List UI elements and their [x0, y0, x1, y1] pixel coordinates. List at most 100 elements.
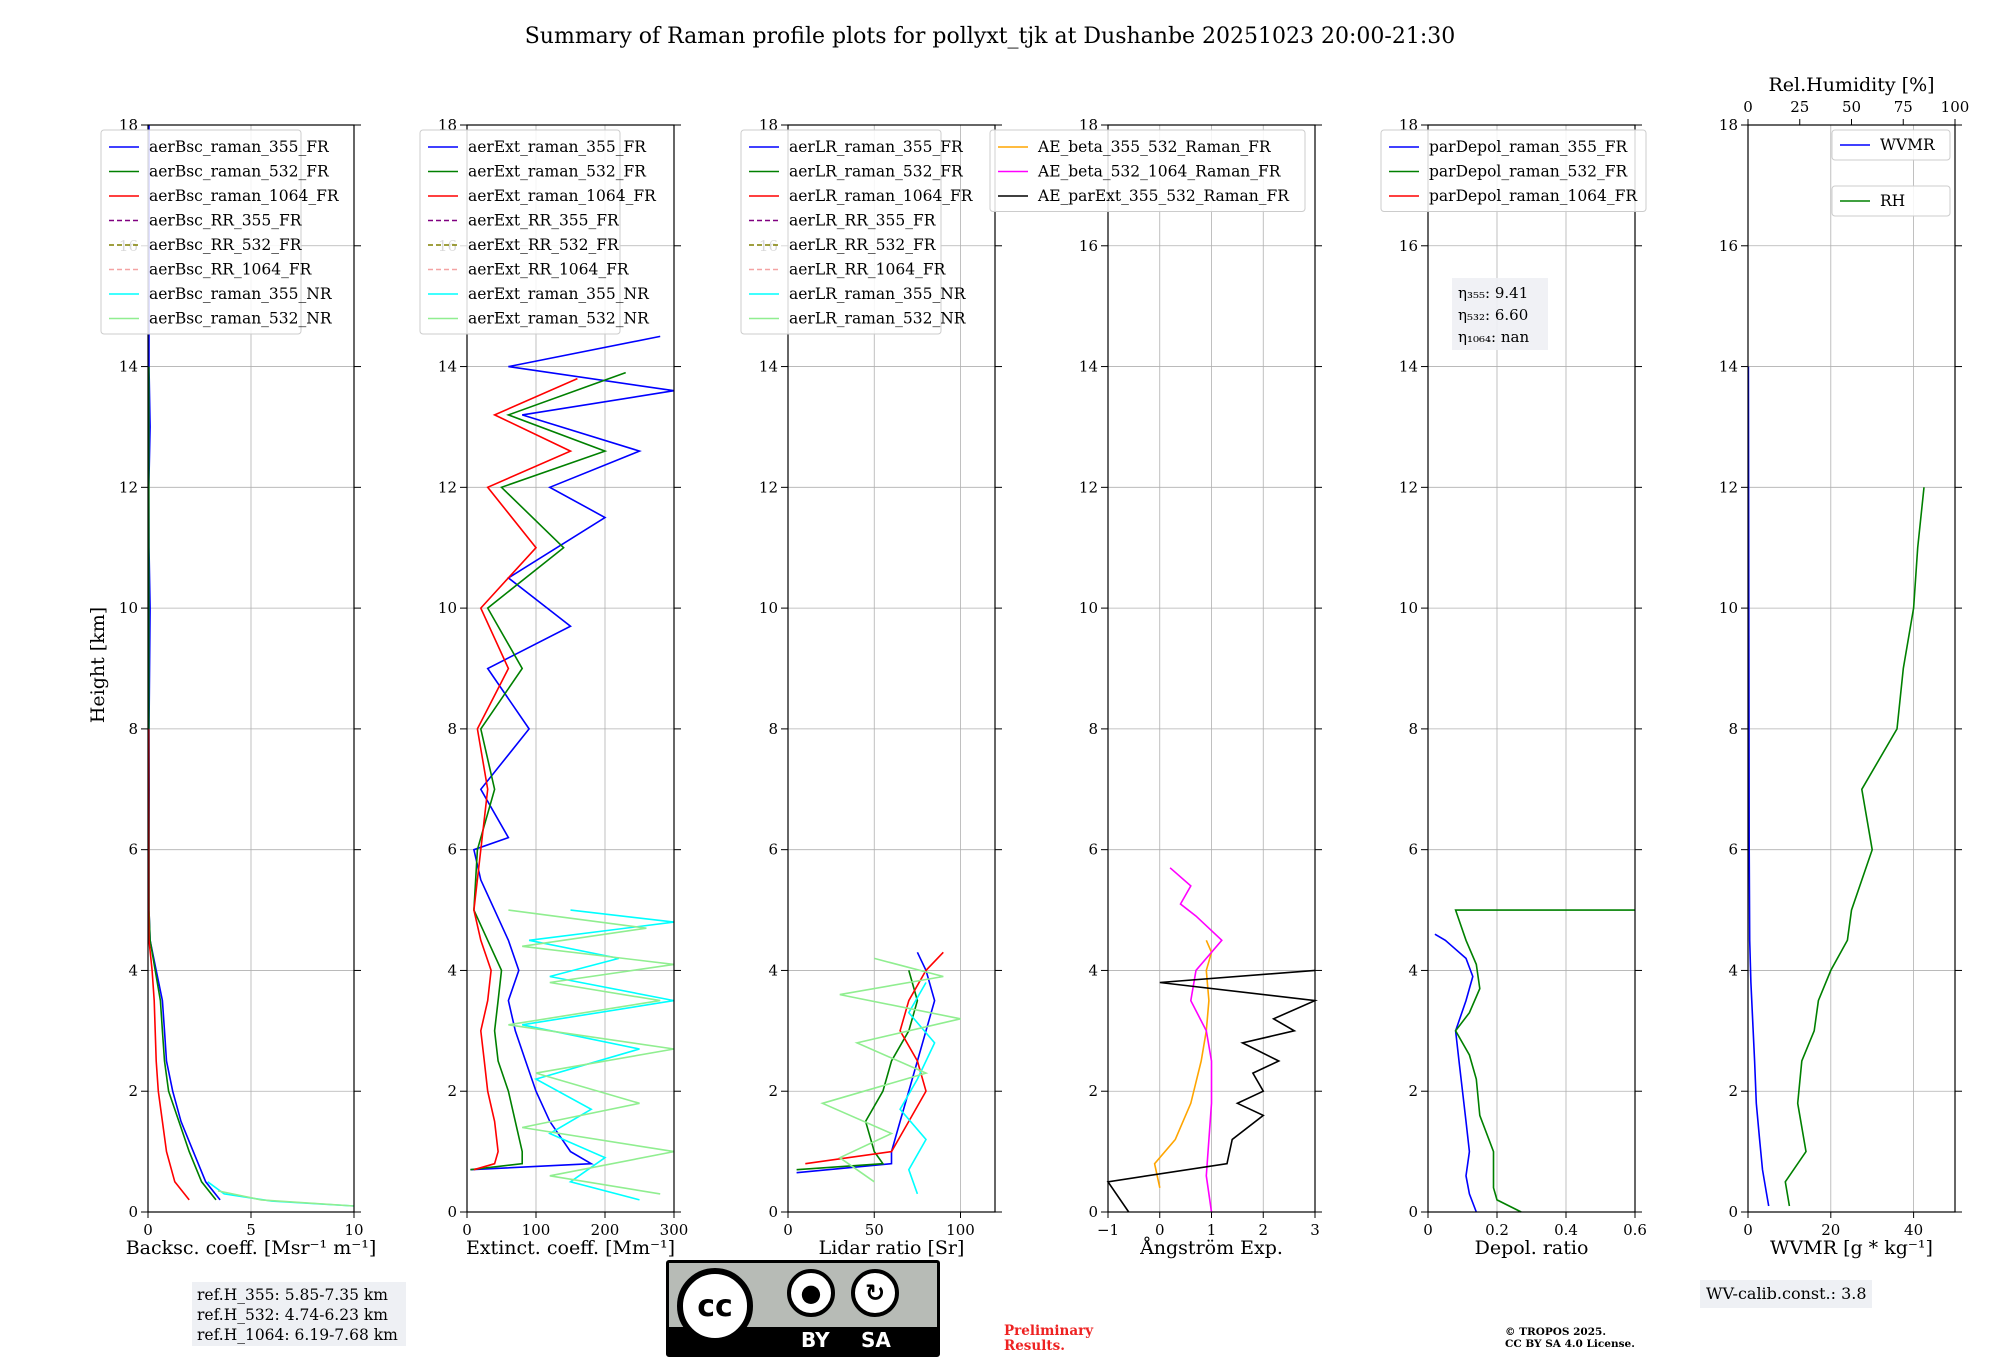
- legend-label: aerLR_raman_1064_FR: [789, 187, 974, 205]
- copyright-line-2: CC BY SA 4.0 License.: [1505, 1338, 1635, 1350]
- x-tick-label: 2: [1258, 1221, 1268, 1239]
- x-tick-label: 0: [143, 1221, 153, 1239]
- series-line: [470, 371, 626, 1171]
- series-group: [1106, 867, 1319, 1213]
- series-line: [1169, 867, 1223, 1213]
- y-tick-label: 0: [1408, 1203, 1418, 1221]
- legend: WVMR RH: [1831, 129, 1951, 217]
- axes-frame: [787, 124, 996, 1213]
- series-line: [147, 728, 190, 1201]
- axes-frame: [1427, 124, 1636, 1213]
- ref-height-355: ref.H_355: 5.85-7.35 km: [197, 1286, 388, 1304]
- y-tick-label: 6: [1728, 841, 1738, 859]
- x-tick-label: 200: [591, 1221, 620, 1239]
- series-group: [1434, 909, 1635, 1213]
- legend-label: aerBsc_RR_532_FR: [149, 236, 303, 254]
- legend-label: aerBsc_raman_355_NR: [149, 285, 333, 303]
- legend-label: aerExt_RR_532_FR: [468, 236, 620, 254]
- y-tick-label: 0: [128, 1203, 138, 1221]
- x-tick-label: 0: [1423, 1221, 1433, 1239]
- x-axis-label: WVMR [g * kg⁻¹]: [1770, 1237, 1933, 1259]
- legend-label: aerBsc_raman_1064_FR: [149, 187, 340, 205]
- y-axis-label: Height [km]: [87, 607, 109, 723]
- legend-label: WVMR: [1880, 136, 1936, 154]
- series-group: [147, 125, 355, 1207]
- y-tick-label: 6: [1408, 841, 1418, 859]
- x2-tick-label: 50: [1842, 98, 1861, 116]
- legend: aerBsc_raman_355_FR aerBsc_raman_532_FRae…: [100, 129, 340, 335]
- legend-box: [419, 129, 621, 335]
- y-tick-label: 10: [759, 599, 778, 617]
- depol-annotation: η₃₅₅: 9.41 η₅₃₂: 6.60 η₁₀₆₄: nan: [1452, 278, 1548, 350]
- legend: parDepol_raman_355_FR parDepol_raman_532_…: [1380, 129, 1647, 212]
- x2-axis-label: Rel.Humidity [%]: [1768, 74, 1934, 96]
- legend-label: aerExt_raman_355_NR: [468, 285, 650, 303]
- legend-label: AE_beta_532_1064_Raman_FR: [1037, 163, 1282, 181]
- x-tick-label: 20: [1821, 1221, 1840, 1239]
- x-tick-label: 50: [865, 1221, 884, 1239]
- series-line: [1434, 933, 1478, 1213]
- cc-icon: cc: [677, 1268, 753, 1344]
- y-tick-label: 2: [1408, 1082, 1418, 1100]
- legend-label: AE_beta_355_532_Raman_FR: [1037, 138, 1272, 156]
- legend-box: [740, 129, 942, 335]
- preliminary-line-1: Preliminary: [1004, 1323, 1094, 1339]
- x-tick-label: 0: [462, 1221, 472, 1239]
- legend: AE_beta_355_532_Raman_FR AE_beta_532_1064…: [989, 129, 1306, 212]
- y-tick-label: 14: [438, 358, 457, 376]
- y-tick-label: 16: [1719, 237, 1738, 255]
- y-tick-label: 0: [1728, 1203, 1738, 1221]
- x-tick-label: 10: [344, 1221, 363, 1239]
- x-tick-label: 5: [246, 1221, 256, 1239]
- cc-sa-label: SA: [861, 1328, 891, 1352]
- legend-label: aerExt_RR_355_FR: [468, 212, 620, 230]
- y-tick-label: 8: [447, 720, 457, 738]
- panel-backscatter: 0246810121416180510Backsc. coeff. [Msr⁻¹…: [100, 116, 376, 1259]
- legend-label: aerExt_raman_1064_FR: [468, 187, 657, 205]
- y-tick-label: 4: [1408, 961, 1418, 979]
- y-tick-label: 8: [128, 720, 138, 738]
- legend-label: aerBsc_raman_355_FR: [149, 138, 330, 156]
- annotation-text: η₁₀₆₄: nan: [1458, 328, 1529, 346]
- x2-tick-label: 75: [1894, 98, 1913, 116]
- legend-label: aerExt_raman_355_FR: [468, 138, 647, 156]
- x-tick-label: 300: [660, 1221, 689, 1239]
- legend-box: [1380, 129, 1647, 212]
- legend-label: aerLR_RR_532_FR: [789, 236, 937, 254]
- y-tick-label: 4: [768, 961, 778, 979]
- x-tick-label: 0.2: [1485, 1221, 1509, 1239]
- legend-label: aerExt_raman_532_NR: [468, 310, 650, 328]
- y-tick-label: 12: [1399, 478, 1418, 496]
- series-group: [470, 335, 675, 1201]
- legend-label: aerExt_RR_1064_FR: [468, 261, 630, 279]
- y-tick-label: 12: [438, 478, 457, 496]
- y-tick-label: 2: [768, 1082, 778, 1100]
- y-tick-label: 8: [1408, 720, 1418, 738]
- x-axis-label: Lidar ratio [Sr]: [819, 1237, 965, 1259]
- y-tick-label: 14: [1399, 358, 1418, 376]
- y-tick-label: 0: [1088, 1203, 1098, 1221]
- y-tick-label: 2: [1728, 1082, 1738, 1100]
- y-tick-label: 6: [128, 841, 138, 859]
- legend-label: aerLR_RR_1064_FR: [789, 261, 947, 279]
- legend-label: aerLR_raman_532_FR: [789, 163, 964, 181]
- series-line: [796, 970, 919, 1171]
- x-axis-label: Ångström Exp.: [1139, 1237, 1283, 1259]
- y-tick-label: 2: [128, 1082, 138, 1100]
- reference-height-box: ref.H_355: 5.85-7.35 km ref.H_532: 4.74-…: [192, 1282, 406, 1346]
- y-tick-label: 10: [1719, 599, 1738, 617]
- x-tick-label: 0: [783, 1221, 793, 1239]
- panel-extinction: 0246810121416180100200300Extinct. coeff.…: [419, 116, 689, 1259]
- x2-tick-label: 0: [1743, 98, 1753, 116]
- series-line: [1747, 366, 1770, 1207]
- y-tick-label: 4: [447, 961, 457, 979]
- y-tick-label: 10: [438, 599, 457, 617]
- legend-label: parDepol_raman_532_FR: [1429, 163, 1629, 181]
- x-tick-label: 0.6: [1623, 1221, 1647, 1239]
- series-group: [1747, 366, 1925, 1207]
- annotation-text: η₃₅₅: 9.41: [1458, 284, 1528, 302]
- series-line: [796, 951, 936, 1174]
- y-tick-label: 0: [768, 1203, 778, 1221]
- y-tick-label: 12: [759, 478, 778, 496]
